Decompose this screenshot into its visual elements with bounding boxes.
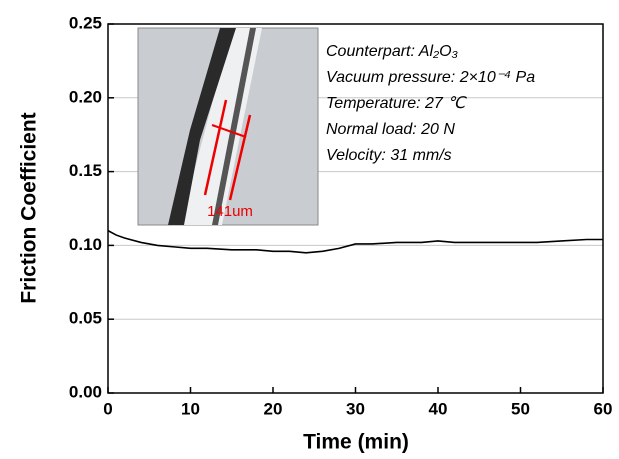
data-line <box>107 229 603 254</box>
y-tick-label: 0.15 <box>69 161 102 180</box>
annotation: Temperature: 27 ℃ <box>326 95 467 112</box>
x-axis-label: Time (min) <box>303 431 409 454</box>
y-tick-label: 0.25 <box>69 13 102 32</box>
x-tick-label: 50 <box>511 399 530 418</box>
annotation: Counterpart: Al₂O₃ <box>326 43 458 60</box>
annotation: Vacuum pressure: 2×10⁻⁴ Pa <box>326 69 535 86</box>
y-tick-label: 0.05 <box>69 309 102 328</box>
x-tick-label: 20 <box>264 399 283 418</box>
x-tick-label: 10 <box>181 399 200 418</box>
y-tick-label: 0.00 <box>69 382 102 401</box>
y-tick-label: 0.20 <box>69 87 102 106</box>
inset-line <box>203 99 228 196</box>
x-tick-label: 60 <box>594 399 613 418</box>
inset-edge <box>212 28 256 225</box>
inset-debris <box>168 28 236 225</box>
inset-arrow <box>211 124 247 138</box>
inset-label: 141um <box>207 203 253 220</box>
x-tick-label: 40 <box>429 399 448 418</box>
inset-line <box>228 114 252 201</box>
y-tick-label: 0.10 <box>69 235 102 254</box>
y-axis-label: Friction Coefficient <box>18 112 41 303</box>
annotation: Normal load: 20 N <box>326 121 455 138</box>
annotation: Velocity: 31 mm/s <box>326 147 452 164</box>
x-tick-label: 30 <box>346 399 365 418</box>
inset-image: 141um <box>137 27 319 226</box>
x-tick-label: 0 <box>103 399 112 418</box>
plot-frame <box>107 23 604 394</box>
